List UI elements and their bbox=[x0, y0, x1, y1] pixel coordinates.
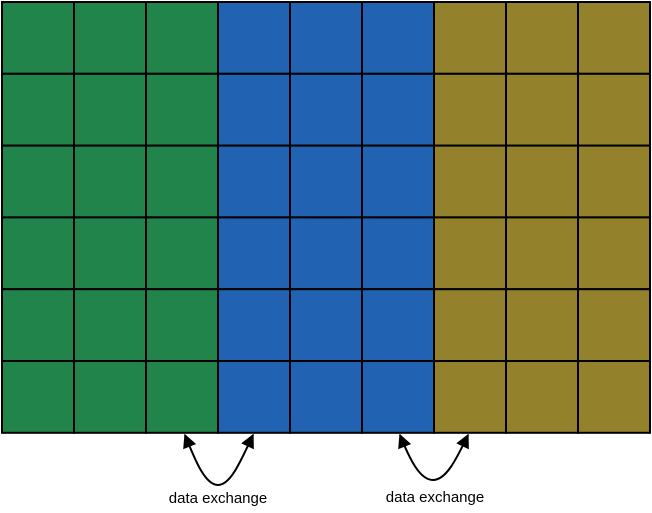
grid-cell-group2 bbox=[289, 216, 363, 291]
grid-cell-group1 bbox=[1, 144, 75, 219]
grid-cell-group2 bbox=[217, 288, 291, 363]
grid-cell-group2 bbox=[289, 1, 363, 75]
grid-cell-group1 bbox=[73, 360, 147, 434]
grid-cell-group3 bbox=[433, 72, 507, 147]
grid-cell-group1 bbox=[73, 1, 147, 75]
grid-cell-group2 bbox=[361, 216, 435, 291]
grid-cell-group1 bbox=[1, 360, 75, 434]
grid-cell-group1 bbox=[145, 144, 219, 219]
grid-cell-group3 bbox=[433, 216, 507, 291]
grid-cell-group2 bbox=[361, 1, 435, 75]
exchange-label-1: data exchange bbox=[169, 490, 267, 507]
curved-double-arrow-icon bbox=[183, 433, 254, 487]
grid-cell-group2 bbox=[289, 360, 363, 434]
grid-cell-group2 bbox=[289, 144, 363, 219]
grid-cell-group3 bbox=[433, 144, 507, 219]
exchange-arrow-1 bbox=[183, 433, 254, 487]
curved-double-arrow-icon bbox=[398, 433, 469, 482]
grid-cell-group3 bbox=[577, 1, 651, 75]
grid-cell-group1 bbox=[145, 72, 219, 147]
grid-cell-group1 bbox=[1, 288, 75, 363]
grid-cell-group3 bbox=[505, 360, 579, 434]
grid-cell-group3 bbox=[433, 360, 507, 434]
grid-cell-group2 bbox=[217, 72, 291, 147]
grid-cell-group3 bbox=[505, 1, 579, 75]
grid-cell-group2 bbox=[217, 360, 291, 434]
grid-cell-group2 bbox=[217, 1, 291, 75]
grid-cell-group1 bbox=[145, 288, 219, 363]
grid-cell-group3 bbox=[505, 144, 579, 219]
grid-cell-group1 bbox=[145, 216, 219, 291]
exchange-arrow-2 bbox=[398, 433, 469, 482]
grid-cell-group3 bbox=[577, 216, 651, 291]
grid-cell-group3 bbox=[577, 360, 651, 434]
grid-cell-group1 bbox=[73, 72, 147, 147]
grid-cell-group2 bbox=[217, 144, 291, 219]
grid-cell-group2 bbox=[361, 72, 435, 147]
grid-cell-group1 bbox=[73, 216, 147, 291]
grid-cell-group2 bbox=[217, 216, 291, 291]
grid-cell-group2 bbox=[289, 288, 363, 363]
grid-cell-group1 bbox=[73, 288, 147, 363]
grid-cell-group3 bbox=[577, 288, 651, 363]
grid-cell-group1 bbox=[73, 144, 147, 219]
grid-cell-group2 bbox=[361, 288, 435, 363]
grid-cell-group3 bbox=[505, 216, 579, 291]
grid-cell-group3 bbox=[433, 288, 507, 363]
grid-cell-group3 bbox=[433, 1, 507, 75]
grid-cell-group2 bbox=[361, 360, 435, 434]
grid-cell-group1 bbox=[1, 72, 75, 147]
grid-cell-group3 bbox=[577, 72, 651, 147]
grid-cell-group2 bbox=[361, 144, 435, 219]
grid-cell-group3 bbox=[505, 72, 579, 147]
cell-grid bbox=[1, 1, 651, 434]
exchange-label-2: data exchange bbox=[386, 489, 484, 506]
grid-cell-group1 bbox=[145, 1, 219, 75]
grid-cell-group3 bbox=[577, 144, 651, 219]
grid-cell-group2 bbox=[289, 72, 363, 147]
grid-cell-group1 bbox=[1, 1, 75, 75]
grid-cell-group3 bbox=[505, 288, 579, 363]
grid-cell-group1 bbox=[1, 216, 75, 291]
grid-cell-group1 bbox=[145, 360, 219, 434]
